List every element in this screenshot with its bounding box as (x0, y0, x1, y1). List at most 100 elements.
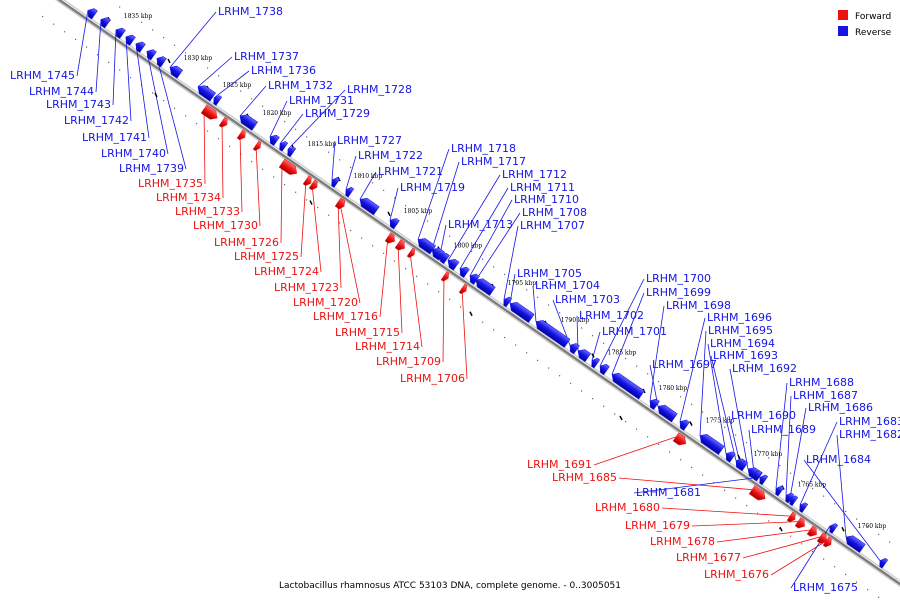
gene-label-lrhm-1735[interactable]: LRHM_1735 (138, 177, 203, 190)
gene-feature-lrhm-1697[interactable] (655, 402, 678, 423)
gene-feature-lrhm-1675[interactable] (827, 522, 839, 534)
gene-label-lrhm-1707[interactable]: LRHM_1707 (520, 219, 585, 232)
gene-feature-lrhm-1678[interactable] (806, 525, 819, 539)
gene-label-lrhm-1716[interactable]: LRHM_1716 (313, 310, 378, 323)
gene-feature-lrhm-1703[interactable] (567, 341, 580, 355)
gene-feature-lrhm-1739[interactable] (154, 54, 167, 68)
gene-feature-lrhm-1736[interactable] (211, 94, 223, 106)
gene-feature-lrhm-1722[interactable] (343, 186, 355, 198)
gene-label-lrhm-1738[interactable]: LRHM_1738 (218, 5, 283, 18)
gene-feature-lrhm-1676[interactable] (822, 536, 834, 549)
gene-feature-lrhm-1720[interactable] (336, 198, 347, 210)
gene-label-lrhm-1684[interactable]: LRHM_1684 (806, 453, 871, 466)
gene-label-lrhm-1695[interactable]: LRHM_1695 (708, 324, 773, 337)
gene-feature-lrhm-1690[interactable] (737, 459, 749, 472)
gene-label-lrhm-1709[interactable]: LRHM_1709 (376, 355, 441, 368)
gene-feature-lrhm-1711[interactable] (457, 265, 470, 278)
gene-feature-lrhm-1740[interactable] (144, 47, 157, 61)
gene-label-lrhm-1714[interactable]: LRHM_1714 (355, 340, 420, 353)
gene-label-lrhm-1730[interactable]: LRHM_1730 (193, 219, 258, 232)
gene-label-lrhm-1681[interactable]: LRHM_1681 (636, 486, 701, 499)
gene-feature-lrhm-1734[interactable] (218, 116, 230, 129)
gene-feature-lrhm-1742[interactable] (123, 33, 136, 46)
gene-label-lrhm-1708[interactable]: LRHM_1708 (522, 206, 587, 219)
gene-label-lrhm-1686[interactable]: LRHM_1686 (808, 401, 873, 414)
gene-label-lrhm-1724[interactable]: LRHM_1724 (254, 265, 319, 278)
gene-label-lrhm-1710[interactable]: LRHM_1710 (514, 193, 579, 206)
gene-label-lrhm-1677[interactable]: LRHM_1677 (676, 551, 741, 564)
gene-label-lrhm-1734[interactable]: LRHM_1734 (156, 191, 221, 204)
gene-label-lrhm-1737[interactable]: LRHM_1737 (234, 50, 299, 63)
gene-feature-lrhm-1696[interactable] (677, 418, 690, 431)
gene-label-lrhm-1680[interactable]: LRHM_1680 (595, 501, 660, 514)
gene-feature-lrhm-1712[interactable] (445, 256, 460, 271)
gene-feature-lrhm-1725[interactable] (302, 175, 314, 188)
gene-feature-lrhm-1706[interactable] (458, 283, 469, 295)
gene-feature-lrhm-1704[interactable] (533, 318, 571, 348)
gene-feature-lrhm-1701[interactable] (589, 356, 601, 369)
gene-feature-lrhm-1744[interactable] (98, 15, 111, 29)
gene-feature-lrhm-1709[interactable] (440, 271, 451, 283)
gene-feature-lrhm-1727[interactable] (329, 176, 341, 188)
gene-label-lrhm-1728[interactable]: LRHM_1728 (347, 83, 412, 96)
gene-label-lrhm-1675[interactable]: LRHM_1675 (793, 581, 858, 594)
gene-feature-lrhm-1691[interactable] (672, 432, 689, 448)
gene-feature-lrhm-1708[interactable] (473, 276, 496, 296)
gene-label-lrhm-1678[interactable]: LRHM_1678 (650, 535, 715, 548)
gene-label-lrhm-1701[interactable]: LRHM_1701 (602, 325, 667, 338)
gene-label-lrhm-1715[interactable]: LRHM_1715 (335, 326, 400, 339)
gene-label-lrhm-1694[interactable]: LRHM_1694 (710, 337, 775, 350)
gene-feature-lrhm-1715[interactable] (394, 239, 407, 253)
gene-label-lrhm-1691[interactable]: LRHM_1691 (527, 458, 592, 471)
gene-label-lrhm-1726[interactable]: LRHM_1726 (214, 236, 279, 249)
gene-label-lrhm-1719[interactable]: LRHM_1719 (400, 181, 465, 194)
gene-feature-lrhm-1719[interactable] (387, 216, 400, 230)
gene-feature-lrhm-1685[interactable] (748, 485, 768, 503)
gene-label-lrhm-1743[interactable]: LRHM_1743 (46, 98, 111, 111)
gene-feature-lrhm-1713[interactable] (437, 251, 450, 264)
gene-label-lrhm-1679[interactable]: LRHM_1679 (625, 519, 690, 532)
gene-label-lrhm-1689[interactable]: LRHM_1689 (751, 423, 816, 436)
gene-feature-lrhm-1716[interactable] (384, 232, 397, 246)
gene-label-lrhm-1736[interactable]: LRHM_1736 (251, 64, 316, 77)
gene-feature-lrhm-1718[interactable] (415, 236, 436, 255)
gene-label-lrhm-1729[interactable]: LRHM_1729 (305, 107, 370, 120)
gene-label-lrhm-1744[interactable]: LRHM_1744 (29, 85, 94, 98)
gene-feature-lrhm-1705[interactable] (507, 299, 535, 323)
gene-feature-lrhm-1700[interactable] (597, 362, 610, 376)
gene-label-lrhm-1693[interactable]: LRHM_1693 (713, 349, 778, 362)
gene-feature-lrhm-1741[interactable] (133, 40, 146, 53)
gene-label-lrhm-1700[interactable]: LRHM_1700 (646, 272, 711, 285)
gene-label-lrhm-1698[interactable]: LRHM_1698 (666, 299, 731, 312)
gene-label-lrhm-1722[interactable]: LRHM_1722 (358, 149, 423, 162)
gene-feature-lrhm-1694[interactable] (723, 450, 736, 463)
gene-feature-lrhm-1695[interactable] (697, 431, 725, 455)
gene-feature-lrhm-1684[interactable] (877, 557, 889, 569)
gene-label-lrhm-1702[interactable]: LRHM_1702 (579, 309, 644, 322)
gene-feature-lrhm-1735[interactable] (200, 104, 220, 122)
gene-feature-lrhm-1702[interactable] (575, 347, 592, 363)
gene-label-lrhm-1713[interactable]: LRHM_1713 (448, 218, 513, 231)
gene-label-lrhm-1696[interactable]: LRHM_1696 (707, 311, 772, 324)
gene-feature-lrhm-1698[interactable] (647, 397, 660, 410)
gene-label-lrhm-1688[interactable]: LRHM_1688 (789, 376, 854, 389)
gene-label-lrhm-1704[interactable]: LRHM_1704 (535, 279, 600, 292)
gene-label-lrhm-1712[interactable]: LRHM_1712 (502, 168, 567, 181)
gene-label-lrhm-1741[interactable]: LRHM_1741 (82, 131, 147, 144)
gene-label-lrhm-1718[interactable]: LRHM_1718 (451, 142, 516, 155)
gene-feature-lrhm-1726[interactable] (278, 158, 299, 177)
gene-feature-lrhm-1687[interactable] (783, 491, 795, 504)
gene-feature-lrhm-1682[interactable] (843, 533, 866, 553)
gene-feature-lrhm-1688[interactable] (773, 484, 785, 497)
gene-label-lrhm-1676[interactable]: LRHM_1676 (704, 568, 769, 581)
gene-feature-lrhm-1699[interactable] (609, 370, 645, 400)
gene-feature-lrhm-1732[interactable] (237, 112, 258, 131)
gene-label-lrhm-1721[interactable]: LRHM_1721 (378, 165, 443, 178)
gene-feature-lrhm-1710[interactable] (467, 272, 480, 285)
gene-feature-lrhm-1681[interactable] (757, 473, 769, 486)
gene-label-lrhm-1692[interactable]: LRHM_1692 (732, 362, 797, 375)
gene-feature-lrhm-1679[interactable] (794, 517, 807, 531)
gene-feature-lrhm-1721[interactable] (357, 195, 380, 216)
gene-label-lrhm-1720[interactable]: LRHM_1720 (293, 296, 358, 309)
gene-label-lrhm-1732[interactable]: LRHM_1732 (268, 79, 333, 92)
